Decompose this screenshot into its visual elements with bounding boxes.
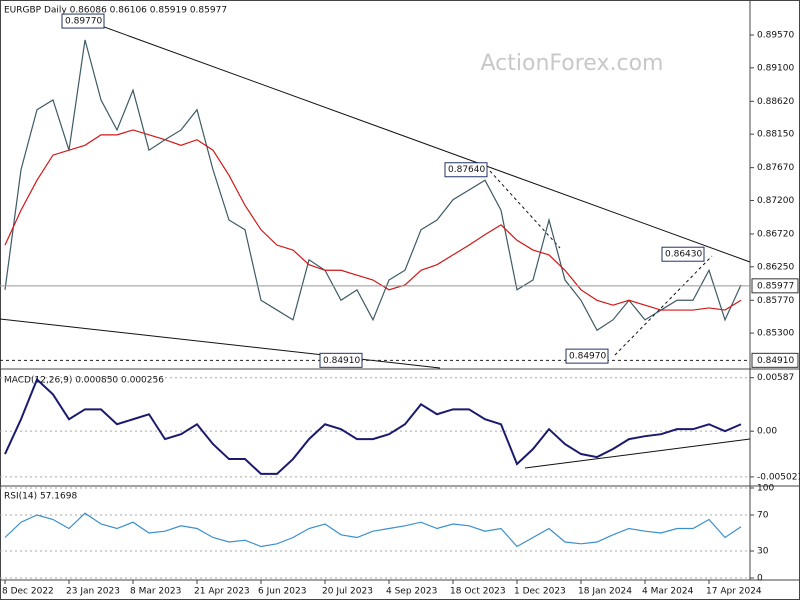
- support-label: 0.84910: [757, 356, 794, 366]
- x-tick-label: 4 Mar 2024: [642, 587, 694, 597]
- series-line: [4, 129, 742, 311]
- y-tick-label: 0.85770: [757, 296, 794, 306]
- y-tick-label: 0.00: [757, 427, 777, 437]
- y-tick-label: 0.00587: [757, 373, 794, 383]
- y-tick-label: 0.86720: [757, 229, 794, 239]
- y-tick-label: 70: [757, 511, 769, 521]
- y-tick-label: 0.89570: [757, 31, 794, 41]
- annotation-box: [61, 13, 105, 29]
- y-tick-label: 0.86250: [757, 262, 794, 272]
- panel-title: MACD(12,26,9) 0.000850 0.000256: [4, 376, 164, 386]
- x-tick-label: 20 Jul 2023: [322, 587, 373, 597]
- series-line: [4, 377, 742, 475]
- y-tick-label: 0.85300: [757, 329, 794, 339]
- y-tick-label: 0.88620: [757, 97, 794, 107]
- annotation-label: 0.86430: [665, 250, 702, 260]
- x-tick-label: 8 Mar 2023: [130, 587, 181, 597]
- x-tick-label: 1 Dec 2023: [514, 587, 566, 597]
- y-tick-label: 0.88150: [757, 130, 794, 140]
- y-tick-label: 0.87670: [757, 163, 794, 173]
- trendline: [489, 170, 561, 249]
- series-line: [4, 39, 742, 332]
- series-line: [4, 512, 742, 548]
- y-tick-label: -0.005021: [757, 472, 800, 482]
- y-tick-label: 100: [757, 484, 774, 494]
- x-tick-label: 23 Jan 2023: [66, 587, 120, 597]
- x-tick-label: 6 Jun 2023: [258, 587, 306, 597]
- annotation-box: [319, 352, 363, 368]
- watermark: ActionForex.com: [481, 51, 664, 76]
- y-tick-label: 0: [757, 574, 763, 584]
- annotation-label: 0.89770: [65, 17, 102, 27]
- x-tick-label: 18 Jan 2024: [578, 587, 632, 597]
- annotation-box: [444, 162, 488, 178]
- panel-title: RSI(14) 57.1698: [4, 492, 77, 502]
- trendline: [524, 438, 751, 469]
- annotation-label: 0.84970: [569, 352, 606, 362]
- x-tick-label: 18 Oct 2023: [450, 587, 506, 597]
- x-tick-label: 4 Sep 2023: [386, 587, 437, 597]
- last-price-box: [751, 278, 799, 294]
- x-tick-label: 17 Apr 2024: [706, 587, 762, 597]
- trendline: [614, 255, 713, 356]
- last-price-label: 0.85977: [757, 281, 794, 291]
- x-tick-label: 8 Dec 2022: [2, 587, 54, 597]
- annotation-box: [565, 348, 609, 364]
- annotation-box: [661, 246, 705, 262]
- y-tick-label: 0.87200: [757, 196, 794, 206]
- annotation-label: 0.84910: [323, 356, 360, 366]
- x-tick-label: 21 Apr 2023: [194, 587, 250, 597]
- support-box: [751, 352, 799, 368]
- trendline: [84, 19, 751, 263]
- y-tick-label: 0.89100: [757, 63, 794, 73]
- annotation-label: 0.87640: [448, 165, 485, 175]
- panel-title: EURGBP Daily 0.86086 0.86106 0.85919 0.8…: [4, 6, 227, 16]
- y-tick-label: 30: [757, 547, 769, 557]
